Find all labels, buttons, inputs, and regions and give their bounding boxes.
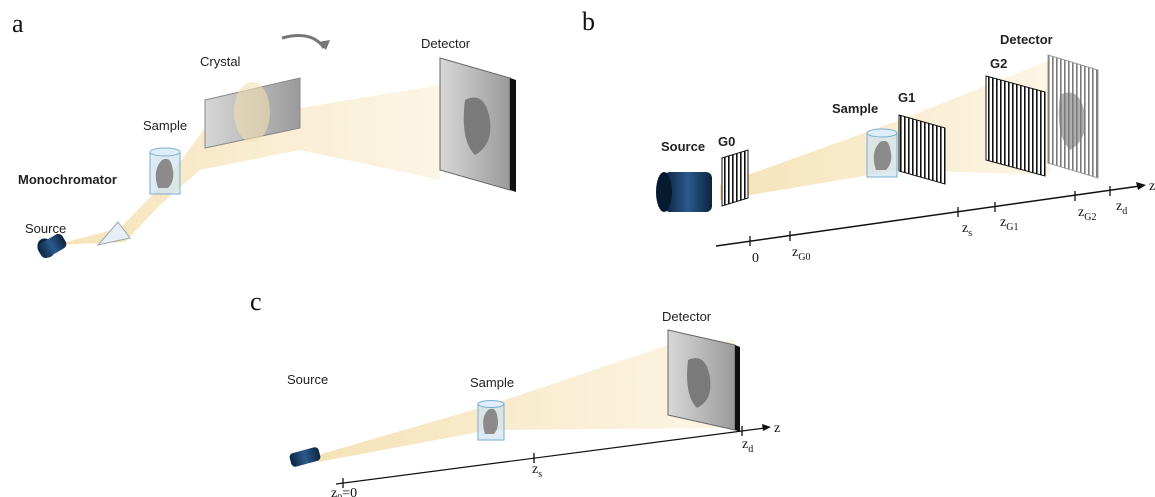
tick-sub: G0 (798, 252, 810, 263)
detector (735, 345, 740, 432)
label: Monochromator (18, 172, 117, 187)
tick-suffix: =0 (342, 486, 357, 497)
tick-sub: G1 (1006, 222, 1018, 233)
rotation-arrow (282, 36, 324, 48)
tick-label: zG2 (1078, 205, 1096, 223)
z-axis-arrow (762, 424, 771, 431)
tick-label: 0 (752, 251, 759, 266)
label: Detector (1000, 32, 1053, 47)
tick-main: 0 (752, 251, 759, 266)
panel-label: c (250, 287, 262, 316)
panel-label: a (12, 9, 24, 38)
axis-name: z (1149, 179, 1155, 194)
panel-label: b (582, 7, 595, 36)
label: Detector (421, 36, 471, 51)
tick-label: zG0 (792, 245, 810, 263)
beam-spot (234, 82, 270, 142)
tick-label: z0=0 (331, 486, 357, 497)
tick-label: zd (1116, 199, 1127, 217)
figure: a Crystal Detector Sample Monochromator … (0, 0, 1155, 497)
tick-label: zs (962, 221, 972, 239)
axis-name: z (774, 421, 780, 436)
tick-sub: d (1122, 206, 1127, 217)
label: Detector (662, 309, 712, 324)
tick-label: zd (742, 437, 753, 455)
grating-g2 (986, 76, 1045, 176)
label: Source (661, 139, 705, 154)
label: Sample (470, 375, 514, 390)
source (289, 446, 322, 467)
grating-g0 (722, 150, 748, 206)
label: G2 (990, 56, 1007, 71)
tick-sub: G2 (1084, 212, 1096, 223)
z-axis (716, 186, 1140, 246)
label: Sample (143, 118, 187, 133)
tick-label: zs (532, 462, 542, 480)
label: G0 (718, 134, 735, 149)
source (656, 172, 672, 212)
label: Crystal (200, 54, 241, 69)
tick-label: zG1 (1000, 215, 1018, 233)
z-axis-arrow (1136, 182, 1146, 190)
sample (478, 401, 504, 408)
panel-a: a Crystal Detector Sample Monochromator … (12, 9, 516, 261)
tick-sub: s (538, 469, 542, 480)
label: Source (287, 372, 328, 387)
panel-c: c Source Sample Detector z (250, 287, 780, 484)
label: Source (25, 221, 66, 236)
label: G1 (898, 90, 915, 105)
tick-sub: s (968, 228, 972, 239)
tick-sub: d (748, 444, 753, 455)
sample (867, 129, 897, 137)
detector (510, 78, 516, 192)
label: Sample (832, 101, 878, 116)
panel-b: b Source G0 Sample G1 G2 Detector z (582, 7, 1155, 246)
sample (150, 148, 180, 156)
